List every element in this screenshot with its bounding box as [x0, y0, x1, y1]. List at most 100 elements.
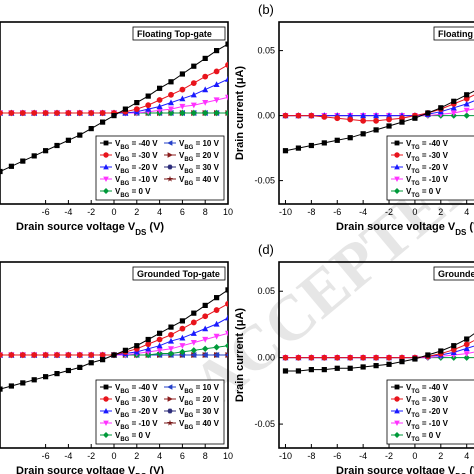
x-tick-label: -6 — [333, 451, 341, 461]
data-point — [168, 331, 174, 338]
legend-entry-label: VBG = -40 V — [115, 139, 158, 151]
x-tick-label: -4 — [64, 451, 72, 461]
legend-swatch-marker — [394, 140, 400, 146]
data-point — [54, 352, 60, 358]
data-point — [321, 114, 328, 120]
legend-entry-main: V — [179, 151, 185, 160]
data-layer — [282, 333, 474, 374]
data-point — [111, 113, 117, 119]
data-point — [282, 148, 289, 154]
legend-entry-main: V — [406, 175, 412, 184]
data-point — [190, 91, 197, 98]
data-point — [463, 100, 470, 107]
legend-entry-main: V — [406, 383, 412, 392]
series-line — [285, 333, 474, 372]
x-axis-title-main: Drain source voltage V — [16, 221, 136, 233]
data-point — [190, 319, 197, 326]
legend-entry-value: = -40 V — [420, 383, 449, 392]
data-point — [190, 352, 197, 358]
legend-swatch-marker — [167, 152, 173, 158]
x-axis-title-unit: (V) — [466, 465, 474, 474]
data-point — [8, 352, 15, 358]
tag-label: Grounded — [438, 269, 474, 279]
data-point — [190, 80, 197, 86]
legend-entry-main: V — [179, 139, 185, 148]
legend-entry-value: = -30 V — [129, 151, 158, 160]
legend-box — [95, 135, 225, 201]
legend-swatch-marker — [394, 396, 400, 402]
legend-swatch-marker — [394, 420, 400, 426]
legend-entry-main: V — [115, 187, 121, 196]
data-point — [214, 295, 220, 301]
data-point — [373, 112, 380, 119]
data-point — [347, 365, 353, 371]
data-point — [464, 92, 470, 98]
y-tick-label: -0.05 — [254, 176, 275, 186]
data-point — [202, 100, 209, 106]
data-point — [202, 336, 209, 343]
series-line — [285, 90, 474, 152]
data-point — [145, 105, 152, 112]
x-axis-title-unit: (V) — [466, 221, 474, 233]
data-point — [88, 352, 95, 358]
legend-entry-label: VTG = -30 V — [406, 395, 449, 407]
data-point — [157, 85, 163, 91]
legend-entry-sub: BG — [184, 401, 193, 407]
data-point — [224, 342, 228, 349]
data-point — [386, 361, 392, 367]
x-tick-label: -2 — [385, 451, 393, 461]
legend-swatch-marker — [103, 408, 109, 414]
data-point — [134, 100, 140, 106]
legend-entry-value: = 0 V — [420, 431, 442, 440]
legend-entry-label: VBG = 30 V — [179, 407, 220, 419]
data-point — [202, 352, 208, 358]
data-point — [100, 119, 106, 125]
x-axis-title-main: Drain source voltage V — [16, 465, 136, 474]
data-point — [167, 350, 175, 357]
data-point — [8, 163, 14, 169]
legend-entry-sub: BG — [184, 145, 193, 151]
x-tick-label: 2 — [438, 207, 443, 217]
legend-entry-main: V — [115, 383, 121, 392]
legend-entry-label: VBG = 20 V — [179, 395, 220, 407]
legend-swatch-marker — [167, 408, 173, 414]
x-tick-label: -2 — [87, 451, 95, 461]
x-tick-label: -6 — [42, 207, 50, 217]
data-point — [77, 132, 83, 138]
data-point — [0, 168, 3, 175]
series-line — [285, 94, 474, 122]
series-1 — [0, 62, 228, 116]
data-point — [133, 106, 140, 112]
legend-entry-value: = -10 V — [129, 419, 158, 428]
legend-entry-sub: TG — [411, 169, 420, 175]
data-point — [168, 324, 174, 330]
legend-entry-label: VBG = -10 V — [115, 175, 158, 187]
legend-swatch-marker — [166, 175, 174, 182]
data-point — [321, 367, 327, 373]
data-point — [202, 86, 209, 93]
data-point — [179, 318, 185, 324]
legend-entry-label: VBG = -40 V — [115, 383, 158, 395]
legend-entry-value: = 30 V — [193, 163, 219, 172]
data-point — [202, 345, 209, 352]
x-axis-title-main: Drain source voltage V — [336, 465, 456, 474]
data-point — [156, 103, 163, 110]
data-point — [463, 107, 470, 114]
legend-entry-sub: BG — [120, 389, 129, 395]
data-point — [65, 110, 72, 116]
y-tick-label: -0.05 — [254, 419, 275, 429]
data-point — [145, 93, 151, 99]
y-tick-label: 0.00 — [257, 111, 275, 121]
x-tick-label: -4 — [64, 207, 72, 217]
data-point — [31, 352, 38, 358]
legend-entry-value: = 0 V — [129, 187, 151, 196]
data-point — [8, 383, 14, 389]
legend-entry-label: VBG = 10 V — [179, 139, 220, 151]
data-point — [214, 48, 220, 54]
data-point — [100, 357, 106, 363]
data-point — [282, 368, 289, 374]
data-point — [42, 110, 49, 116]
legend-entry-sub: TG — [411, 193, 420, 199]
data-point — [386, 123, 392, 129]
panel-c: -6 -4 -2 0 2 4 6 8 10 Drain source voltage VDS (V… — [0, 261, 233, 474]
